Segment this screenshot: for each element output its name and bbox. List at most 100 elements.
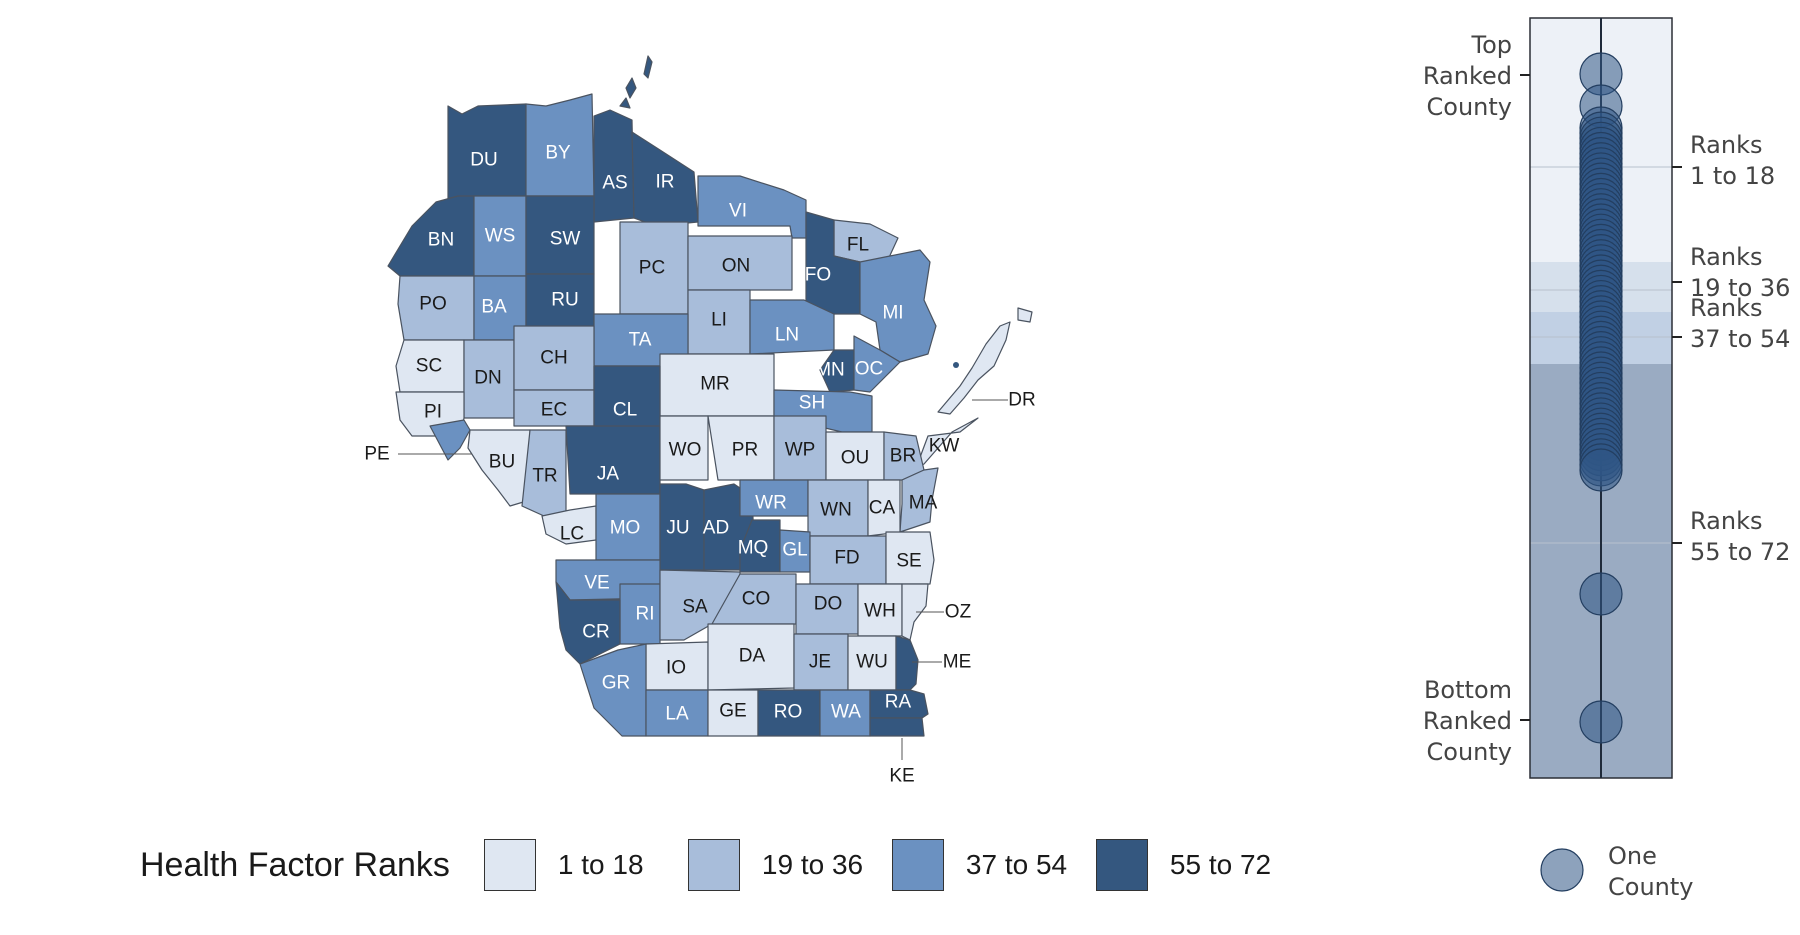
legend-label-4: 55 to 72 — [1169, 849, 1272, 880]
county-label-sh: SH — [799, 393, 825, 414]
county-wo-shape — [659, 415, 709, 481]
county-label-bu: BU — [489, 452, 515, 473]
county-label-as: AS — [602, 173, 627, 194]
county-label-tr: TR — [532, 466, 557, 487]
county-label-ws: WS — [485, 226, 516, 247]
county-label-dr: DR — [1008, 390, 1035, 411]
county-label-wo: WO — [669, 440, 702, 461]
county-label-by: BY — [545, 143, 571, 164]
county-label-pi: PI — [424, 402, 442, 423]
county-label-ve: VE — [584, 573, 609, 594]
county-label-io: IO — [666, 658, 686, 679]
county-label-fo: FO — [805, 265, 831, 286]
county-label-br: BR — [890, 446, 916, 467]
county-label-dn: DN — [474, 368, 501, 389]
wisconsin-county-map: DU BY AS IR VI FL FO BN WS SW PC ON MI PO BA RU LI LN TA SC… — [364, 55, 1036, 787]
county-vi-shape — [697, 175, 807, 239]
county-label-sc: SC — [416, 356, 442, 377]
county-label-ir: IR — [656, 172, 675, 193]
county-label-da: DA — [739, 646, 766, 667]
county-label-wa: WA — [831, 702, 861, 723]
county-ke-shape — [869, 717, 925, 737]
county-mq-shape — [739, 519, 781, 573]
legend-swatch-4 — [1095, 839, 1148, 891]
county-label-ch: CH — [540, 348, 567, 369]
county-mn-shape — [819, 349, 855, 393]
county-se-shape — [885, 531, 935, 585]
county-label-du: DU — [470, 150, 497, 171]
bottom-ranked-label-line-3: County — [1427, 738, 1512, 766]
county-label-ln: LN — [775, 325, 799, 346]
legend-label-3: 37 to 54 — [965, 849, 1068, 880]
county-label-je: JE — [809, 652, 831, 673]
county-label-oc: OC — [855, 359, 884, 380]
island-shape — [625, 77, 637, 99]
county-label-lc: LC — [560, 524, 584, 545]
county-label-pc: PC — [639, 258, 665, 279]
county-label-co: CO — [742, 589, 771, 610]
county-rank-circle — [1579, 448, 1623, 492]
legend-item-1: 1 to 18 — [483, 839, 666, 891]
county-label-wh: WH — [864, 601, 896, 622]
island-shape — [1017, 307, 1033, 323]
county-cr-shape — [555, 581, 621, 665]
legend-item-4: 55 to 72 — [1095, 839, 1278, 891]
county-mi-shape — [859, 249, 937, 363]
bottom-ranked-label-line-2: Ranked — [1423, 707, 1512, 735]
rank-band-label-2-line-2: 19 to 36 — [1690, 274, 1790, 302]
rank-band-label-1-line-1: Ranks — [1690, 131, 1762, 159]
county-label-ma: MA — [909, 493, 938, 514]
legend-item-2: 19 to 36 — [687, 839, 870, 891]
county-label-ro: RO — [774, 702, 803, 723]
legend-swatch-2 — [687, 839, 740, 891]
county-label-sa: SA — [682, 597, 708, 618]
county-label-ru: RU — [551, 290, 578, 311]
one-county-key-label-line-2: County — [1608, 873, 1693, 901]
county-label-mo: MO — [610, 518, 641, 539]
county-rank-circle — [1579, 572, 1623, 616]
rank-band-label-3-line-1: Ranks — [1690, 294, 1762, 322]
county-ln-shape — [749, 299, 835, 355]
county-label-wu: WU — [856, 652, 888, 673]
legend-swatch-3 — [891, 839, 944, 891]
county-label-ta: TA — [629, 330, 652, 351]
county-label-mq: MQ — [738, 538, 769, 559]
county-label-cr: CR — [582, 622, 609, 643]
county-dr-shape — [937, 321, 1011, 415]
county-label-ec: EC — [541, 400, 567, 421]
county-label-la: LA — [665, 704, 689, 725]
county-label-gr: GR — [602, 673, 631, 694]
county-label-mi: MI — [882, 303, 903, 324]
legend-label-1: 1 to 18 — [557, 849, 644, 880]
county-label-ad: AD — [703, 518, 729, 539]
top-ranked-label-line-1: Top — [1471, 31, 1513, 59]
county-ma-shape — [899, 467, 939, 533]
county-label-mr: MR — [700, 374, 730, 395]
county-label-fl: FL — [847, 235, 869, 256]
county-label-wp: WP — [785, 440, 816, 461]
island-shape — [643, 55, 653, 79]
county-label-wr: WR — [755, 493, 787, 514]
county-label-ca: CA — [869, 498, 896, 519]
county-label-ou: OU — [841, 448, 870, 469]
county-label-ra: RA — [885, 692, 912, 713]
county-label-kw: KW — [929, 436, 960, 457]
county-on-shape — [687, 235, 793, 291]
county-label-ri: RI — [636, 604, 655, 625]
county-label-ke: KE — [889, 766, 914, 787]
rank-band-label-4-line-2: 55 to 72 — [1690, 538, 1790, 566]
top-ranked-label-line-2: Ranked — [1423, 62, 1512, 90]
county-label-gl: GL — [782, 540, 807, 561]
county-rank-circle — [1579, 700, 1623, 744]
county-label-ju: JU — [666, 518, 689, 539]
county-label-wn: WN — [820, 500, 852, 521]
county-label-oz: OZ — [945, 602, 972, 623]
rank-band-label-1-line-2: 1 to 18 — [1690, 162, 1775, 190]
one-county-key-label-line-1: One — [1608, 842, 1657, 870]
bottom-ranked-label-line-1: Bottom — [1424, 676, 1512, 704]
legend-label-2: 19 to 36 — [761, 849, 864, 880]
county-label-do: DO — [814, 594, 843, 615]
county-label-ge: GE — [719, 701, 746, 722]
county-label-se: SE — [896, 551, 921, 572]
